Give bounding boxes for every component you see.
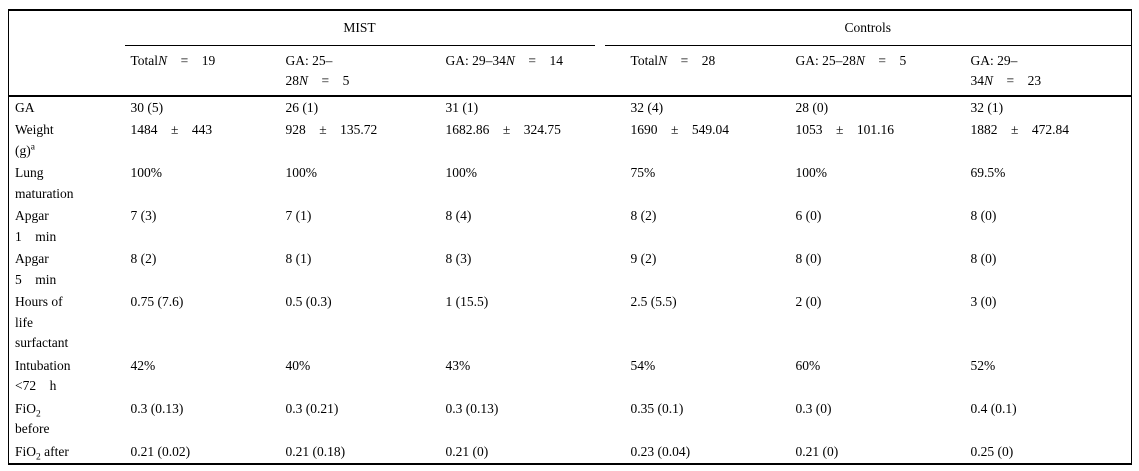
table-cell: 2.5 (5.5) — [630, 294, 677, 309]
table-row-fio2-after: FiO2 after 0.21 (0.02) 0.21 (0.18) 0.21 … — [9, 441, 1132, 465]
table-cell: 54% — [630, 357, 656, 373]
table-cell: 26 (1) — [285, 99, 319, 115]
table-cell: 40% — [285, 357, 311, 373]
table-cell: 32 (4) — [630, 99, 664, 115]
table-cell: 60% — [795, 357, 821, 373]
table-cell: 0.21 (0.02) — [130, 443, 191, 459]
table-cell: 32 (1) — [970, 99, 1004, 115]
table-cell: 0.4 (0.1) — [970, 400, 1017, 416]
table-cell: 28 (0) — [795, 99, 829, 115]
table-cell: 0.3 (0.13) — [445, 400, 499, 416]
table-cell: 0.35 (0.1) — [630, 400, 684, 416]
row-label: GA — [15, 99, 35, 115]
row-label: Lung maturation — [15, 165, 74, 201]
table-cell: 1682.86 ± 324.75 — [445, 122, 561, 137]
table-cell: 3 (0) — [970, 294, 997, 309]
row-label: Apgar 5 min — [15, 251, 57, 287]
table-cell: 43% — [445, 357, 471, 373]
table-cell: 1882 ± 472.84 — [970, 122, 1070, 137]
table-cell: 75% — [630, 165, 656, 180]
table-cell: 8 (2) — [130, 251, 157, 266]
row-label: FiO2 after — [15, 443, 69, 463]
table-cell: 0.21 (0.18) — [285, 443, 346, 459]
row-label: FiO2 before — [15, 400, 50, 437]
table-cell: 100% — [445, 165, 478, 180]
table-cell: 100% — [795, 165, 828, 180]
table-cell: 8 (0) — [970, 251, 997, 266]
table-cell: 1690 ± 549.04 — [630, 122, 730, 137]
corner-cell — [8, 45, 131, 97]
table-cell: 69.5% — [970, 165, 1006, 180]
group-header-controls: Controls — [604, 10, 1132, 46]
table-cell: 7 (3) — [130, 208, 157, 223]
table-row-weight: Weight (g)a 1484 ± 443 928 ± 135.72 1682.… — [9, 119, 1132, 162]
column-header-row: TotalN = 19 GA: 25– 28N = 5 GA: 29–34N = … — [8, 45, 1132, 97]
table-cell: 0.21 (0) — [795, 443, 839, 459]
table-cell: 100% — [285, 165, 318, 180]
baseline-characteristics-table: MIST Controls TotalN = 19 GA: 25– 28N = 5… — [8, 9, 1133, 465]
table-row-lung-maturation: Lung maturation 100% 100% 100% 75% 100% 6… — [9, 162, 1132, 205]
table-cell: 9 (2) — [630, 251, 657, 266]
table-cell: 8 (4) — [445, 208, 472, 223]
row-label: Weight (g)a — [15, 122, 54, 158]
group-header-mist: MIST — [124, 10, 631, 46]
table-cell: 30 (5) — [130, 99, 164, 115]
column-header-controls-ga-25-28: GA: 25–28N = 5 — [795, 45, 971, 97]
row-label: Intubation <72 h — [15, 357, 71, 394]
table-cell: 8 (0) — [795, 251, 822, 266]
table-cell: 0.3 (0) — [795, 400, 832, 416]
table-cell: 8 (1) — [285, 251, 312, 266]
table-cell: 7 (1) — [285, 208, 312, 223]
table-cell: 8 (0) — [970, 208, 997, 223]
table-cell: 0.3 (0.21) — [285, 400, 339, 416]
table-cell: 0.75 (7.6) — [130, 294, 184, 309]
column-header-mist-ga-25-28: GA: 25– 28N = 5 — [285, 45, 446, 97]
group-header-mist-label: MIST — [124, 11, 595, 46]
table-cell: 0.23 (0.04) — [630, 443, 691, 459]
column-header-mist-total: TotalN = 19 — [130, 45, 286, 97]
table-cell: 0.25 (0) — [970, 443, 1014, 459]
row-label: Apgar 1 min — [15, 208, 57, 244]
row-label: Hours of life surfactant — [15, 294, 69, 350]
table-cell: 42% — [130, 357, 156, 373]
column-header-controls-ga-29-34: GA: 29– 34N = 23 — [970, 45, 1132, 97]
table-row-ga: GA 30 (5) 26 (1) 31 (1) 32 (4) 28 (0) 32… — [9, 96, 1132, 120]
table-cell: 0.5 (0.3) — [285, 294, 332, 309]
table-cell: 2 (0) — [795, 294, 822, 309]
corner-cell — [9, 10, 131, 46]
table-row-apgar-1min: Apgar 1 min 7 (3) 7 (1) 8 (4) 8 (2) 6 (0)… — [9, 205, 1132, 248]
table-row-intubation-72h: Intubation <72 h 42% 40% 43% 54% 60% 52% — [9, 355, 1132, 398]
group-header-row: MIST Controls — [9, 10, 1132, 46]
table-cell: 1053 ± 101.16 — [795, 122, 895, 137]
column-header-controls-total: TotalN = 28 — [630, 45, 796, 97]
table-row-fio2-before: FiO2 before 0.3 (0.13) 0.3 (0.21) 0.3 (0.… — [9, 398, 1132, 441]
table-row-hours-of-life-surfactant: Hours of life surfactant 0.75 (7.6) 0.5 (0… — [9, 291, 1132, 355]
table-cell: 100% — [130, 165, 163, 180]
table-cell: 1 (15.5) — [445, 294, 489, 309]
table-cell: 928 ± 135.72 — [285, 122, 378, 137]
group-header-controls-label: Controls — [604, 11, 1132, 46]
table-cell: 52% — [970, 357, 996, 373]
table-cell: 31 (1) — [445, 99, 479, 115]
table-cell: 8 (3) — [445, 251, 472, 266]
column-header-mist-ga-29-34: GA: 29–34N = 14 — [445, 45, 631, 97]
table-cell: 8 (2) — [630, 208, 657, 223]
table-cell: 0.21 (0) — [445, 443, 489, 459]
table-cell: 1484 ± 443 — [130, 122, 213, 137]
table-cell: 6 (0) — [795, 208, 822, 223]
table-row-apgar-5min: Apgar 5 min 8 (2) 8 (1) 8 (3) 9 (2) 8 (0)… — [9, 248, 1132, 291]
table-cell: 0.3 (0.13) — [130, 400, 184, 416]
